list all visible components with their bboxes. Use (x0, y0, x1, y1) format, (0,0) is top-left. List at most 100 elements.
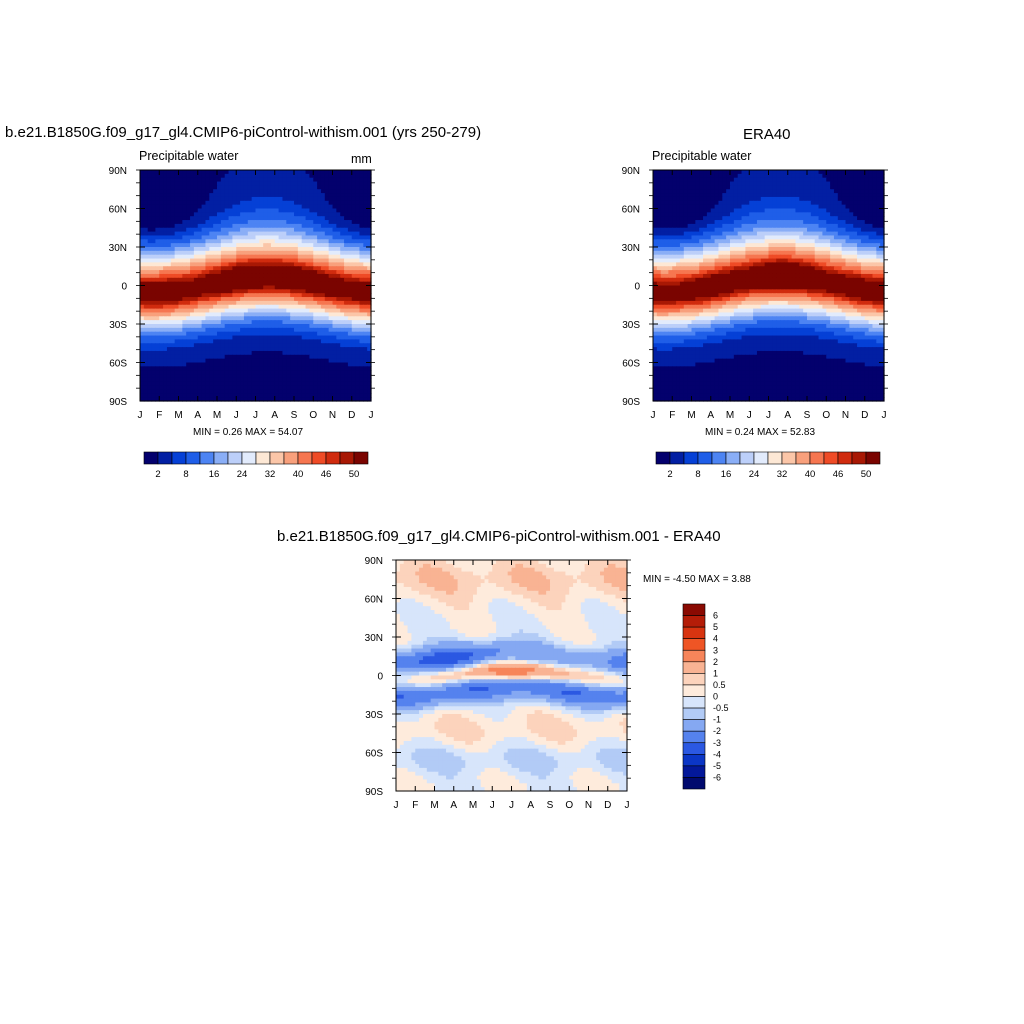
field-cell (255, 231, 260, 237)
field-cell (297, 189, 303, 194)
field-cell (267, 285, 272, 290)
field-cell (170, 270, 176, 275)
field-cell (363, 193, 368, 198)
field-cell (687, 208, 693, 213)
field-cell (332, 193, 337, 198)
field-cell (193, 385, 199, 391)
field-cell (155, 262, 160, 267)
field-cell (190, 293, 195, 298)
field-cell (182, 266, 187, 271)
field-cell (336, 343, 341, 348)
field-cell (163, 212, 168, 217)
field-cell (833, 196, 839, 202)
field-cell (267, 258, 272, 263)
field-cell (240, 196, 245, 202)
field-cell (209, 270, 214, 275)
field-cell (267, 370, 272, 375)
field-cell (290, 204, 295, 210)
field-cell (783, 200, 789, 206)
field-cell (217, 285, 222, 290)
field-cell (359, 293, 364, 298)
field-cell (186, 324, 191, 329)
field-cell (270, 277, 276, 283)
field-cell (328, 281, 334, 287)
field-cell (243, 254, 249, 260)
field-cell (224, 281, 230, 287)
field-cell (205, 200, 210, 206)
field-cell (278, 297, 284, 302)
field-cell (197, 343, 203, 348)
field-cell (313, 177, 318, 183)
field-cell (679, 170, 685, 175)
field-cell (155, 358, 160, 364)
field-cell (814, 223, 820, 229)
field-cell (197, 312, 203, 317)
field-cell (286, 327, 291, 333)
field-cell (367, 362, 372, 367)
field-cell (841, 181, 847, 186)
field-cell (849, 204, 854, 210)
field-cell (336, 247, 341, 252)
field-cell (363, 200, 368, 206)
field-cell (313, 258, 318, 263)
field-cell (220, 281, 226, 287)
field-cell (340, 227, 345, 233)
field-cell (263, 339, 268, 344)
field-cell (217, 381, 222, 387)
field-cell (209, 266, 214, 271)
field-cell (814, 196, 820, 202)
field-cell (294, 250, 299, 256)
field-cell (259, 177, 264, 183)
field-cell (332, 385, 337, 391)
field-cell (699, 196, 704, 202)
field-cell (745, 220, 750, 225)
field-cell (857, 193, 862, 198)
field-cell (286, 393, 291, 398)
field-cell (170, 297, 176, 302)
field-cell (309, 281, 314, 287)
field-cell (217, 235, 222, 240)
field-cell (772, 177, 777, 183)
field-cell (286, 185, 291, 190)
field-cell (255, 173, 260, 179)
field-cell (251, 312, 257, 317)
field-cell (140, 177, 145, 183)
field-cell (664, 181, 669, 186)
field-cell (186, 223, 191, 229)
field-cell (703, 231, 708, 237)
field-cell (783, 193, 789, 198)
field-cell (857, 247, 862, 252)
field-cell (787, 181, 793, 186)
field-cell (347, 177, 353, 183)
field-cell (213, 216, 218, 221)
field-cell (703, 173, 708, 179)
field-cell (201, 262, 207, 267)
field-cell (294, 223, 299, 229)
field-cell (653, 189, 658, 194)
field-cell (290, 181, 295, 186)
field-cell (818, 181, 823, 186)
field-cell (841, 227, 847, 233)
field-cell (236, 262, 241, 267)
field-cell (305, 327, 310, 333)
field-cell (286, 297, 291, 302)
field-cell (328, 235, 334, 240)
field-cell (320, 247, 326, 252)
field-cell (320, 308, 326, 314)
field-cell (344, 343, 349, 348)
field-cell (726, 185, 731, 190)
field-cell (328, 393, 334, 398)
field-cell (355, 335, 361, 340)
field-cell (776, 196, 781, 202)
field-cell (355, 285, 361, 290)
field-cell (826, 181, 831, 186)
field-cell (255, 312, 260, 317)
field-cell (147, 320, 153, 325)
field-cell (347, 250, 353, 256)
field-cell (699, 231, 704, 237)
field-cell (201, 193, 207, 198)
field-cell (849, 196, 854, 202)
field-cell (336, 239, 341, 244)
field-cell (155, 293, 160, 298)
field-cell (259, 358, 264, 364)
